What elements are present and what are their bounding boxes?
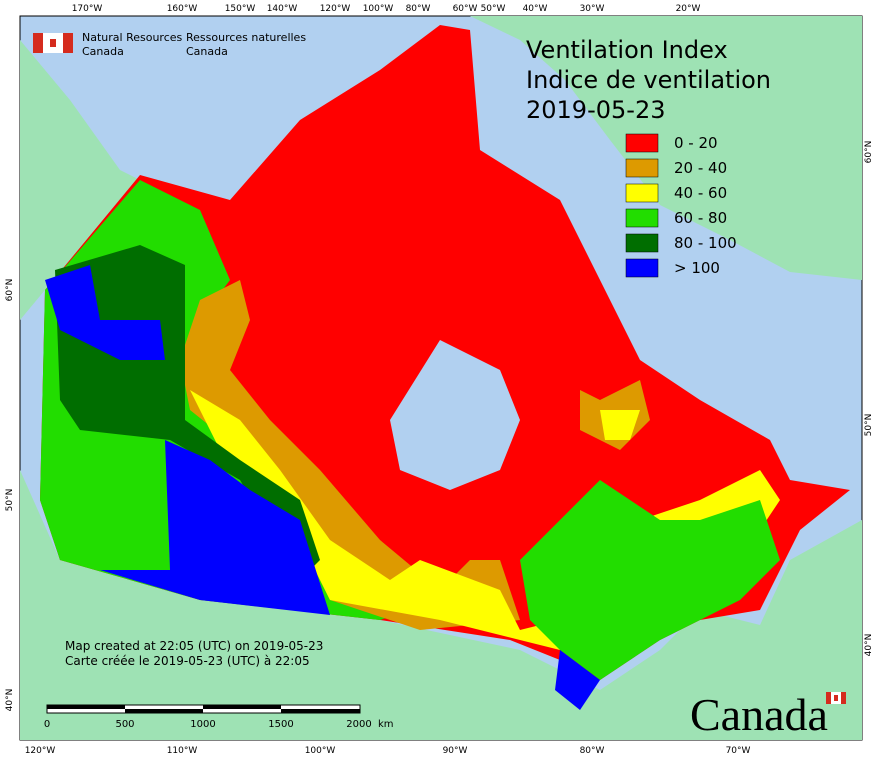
ventilation-zones xyxy=(40,25,850,710)
legend-label: > 100 xyxy=(674,259,720,277)
scale-bar xyxy=(46,704,361,714)
latitude-label: 60°N xyxy=(864,141,874,164)
scale-label: 0 xyxy=(44,719,50,730)
title: Indice de ventilation xyxy=(526,66,771,94)
scale-label: 1500 xyxy=(268,719,293,730)
longitude-label: 120°W xyxy=(25,746,56,756)
title-date: 2019-05-23 xyxy=(526,96,665,124)
longitude-label: 80°W xyxy=(406,4,431,14)
land xyxy=(20,16,862,740)
legend-swatch xyxy=(625,183,659,203)
scale-unit: km xyxy=(378,719,394,730)
longitude-label: 50°W xyxy=(481,4,506,14)
legend-label: 60 - 80 xyxy=(674,209,727,227)
legend-swatch xyxy=(625,208,659,228)
title: Ventilation Index xyxy=(526,36,728,64)
longitude-label: 110°W xyxy=(167,746,198,756)
latitude-label: 50°N xyxy=(864,414,874,437)
longitude-label: 20°W xyxy=(676,4,701,14)
agency-fr: Ressources naturelles xyxy=(186,31,306,44)
longitude-label: 70°W xyxy=(726,746,751,756)
longitude-label: 40°W xyxy=(523,4,548,14)
longitude-label: 100°W xyxy=(305,746,336,756)
legend-swatch xyxy=(625,258,659,278)
agency-en: Natural Resources xyxy=(82,31,183,44)
longitude-label: 120°W xyxy=(320,4,351,14)
latitude-label: 40°N xyxy=(864,634,874,657)
scale-label: 1000 xyxy=(190,719,215,730)
hudson-bay xyxy=(390,340,520,490)
nrcan-logo xyxy=(33,33,73,53)
legend-label: 80 - 100 xyxy=(674,234,737,252)
longitude-label: 100°W xyxy=(363,4,394,14)
longitude-label: 60°W xyxy=(453,4,478,14)
longitude-label: 90°W xyxy=(443,746,468,756)
longitude-label: 80°W xyxy=(580,746,605,756)
agency-en: Canada xyxy=(82,45,124,58)
legend-swatch xyxy=(625,158,659,178)
latitude-label: 60°N xyxy=(5,279,15,302)
latitude-label: 50°N xyxy=(5,489,15,512)
latitude-label: 40°N xyxy=(5,689,15,712)
wordmark-flag xyxy=(826,692,846,704)
wordmark: Canada xyxy=(690,689,828,740)
footer: Carte créée le 2019-05-23 (UTC) à 22:05 xyxy=(65,654,310,668)
longitude-label: 150°W xyxy=(225,4,256,14)
footer: Map created at 22:05 (UTC) on 2019-05-23 xyxy=(65,639,323,653)
longitude-label: 160°W xyxy=(167,4,198,14)
legend-label: 40 - 60 xyxy=(674,184,727,202)
longitude-label: 30°W xyxy=(580,4,605,14)
legend-label: 0 - 20 xyxy=(674,134,718,152)
longitude-label: 140°W xyxy=(267,4,298,14)
longitude-label: 170°W xyxy=(72,4,103,14)
graticule-labels: 170°W 160°W 150°W 140°W 120°W 100°W 80°W 60°W 50… xyxy=(5,4,874,756)
legend: 0 - 20 20 - 40 40 - 60 60 - 80 80 - 100 > 100 xyxy=(625,133,737,278)
scale-label: 2000 xyxy=(346,719,371,730)
legend-swatch xyxy=(625,133,659,153)
legend-swatch xyxy=(625,233,659,253)
scale-label: 500 xyxy=(115,719,134,730)
agency-fr: Canada xyxy=(186,45,228,58)
legend-label: 20 - 40 xyxy=(674,159,727,177)
scale-labels: 0 500 1000 1500 2000 km xyxy=(44,719,394,730)
